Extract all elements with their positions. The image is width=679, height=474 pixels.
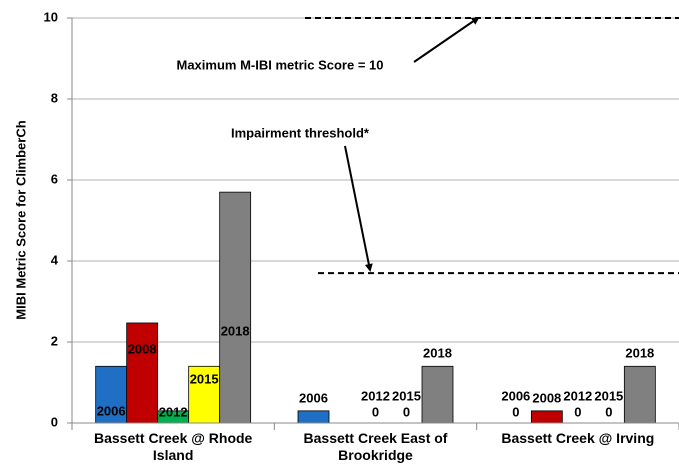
y-tick-label: 0	[51, 414, 58, 429]
series-label: 2006	[501, 388, 530, 403]
series-label: 2008	[532, 390, 561, 405]
bar	[219, 191, 252, 424]
annotation: Maximum M-IBI metric Score = 10	[177, 57, 384, 72]
x-tick-label: Bassett Creek @ Irving	[501, 430, 655, 446]
data-label: 0	[512, 404, 519, 419]
y-tick-label: 4	[51, 252, 59, 267]
bar	[126, 322, 159, 424]
series-label: 2006	[299, 390, 328, 405]
series-label: 2018	[423, 346, 452, 361]
data-label: 0	[605, 404, 612, 419]
annotation: Impairment threshold*	[231, 125, 370, 140]
series-label: 2018	[625, 346, 654, 361]
series-label: 2015	[190, 371, 219, 386]
y-tick-label: 10	[44, 9, 58, 24]
y-tick-label: 6	[51, 171, 58, 186]
series-label: 2006	[97, 403, 126, 418]
bar	[297, 410, 330, 424]
series-label: 2012	[563, 388, 592, 403]
bar	[623, 365, 656, 424]
bar	[95, 365, 128, 424]
bar	[421, 365, 454, 424]
data-label: 0	[372, 404, 379, 419]
series-label: 2015	[392, 388, 421, 403]
series-label: 2008	[128, 341, 157, 356]
x-tick-label: Bassett Creek East of Brookridge	[303, 430, 448, 463]
series-label: 2012	[159, 404, 188, 419]
annotation-arrow	[413, 16, 480, 63]
data-label: 0	[574, 404, 581, 419]
x-tick-label: Bassett Creek @ Rhode Island	[93, 430, 253, 463]
series-label: 2018	[221, 323, 250, 338]
y-axis-label: MIBI Metric Score for ClimberCh	[13, 120, 28, 319]
y-tick-label: 8	[51, 90, 58, 105]
series-label: 2015	[594, 388, 623, 403]
data-label: 0	[403, 404, 410, 419]
series-label: 2012	[361, 388, 390, 403]
annotation-arrow	[344, 145, 373, 272]
bar	[530, 410, 563, 424]
y-tick-label: 2	[51, 333, 58, 348]
